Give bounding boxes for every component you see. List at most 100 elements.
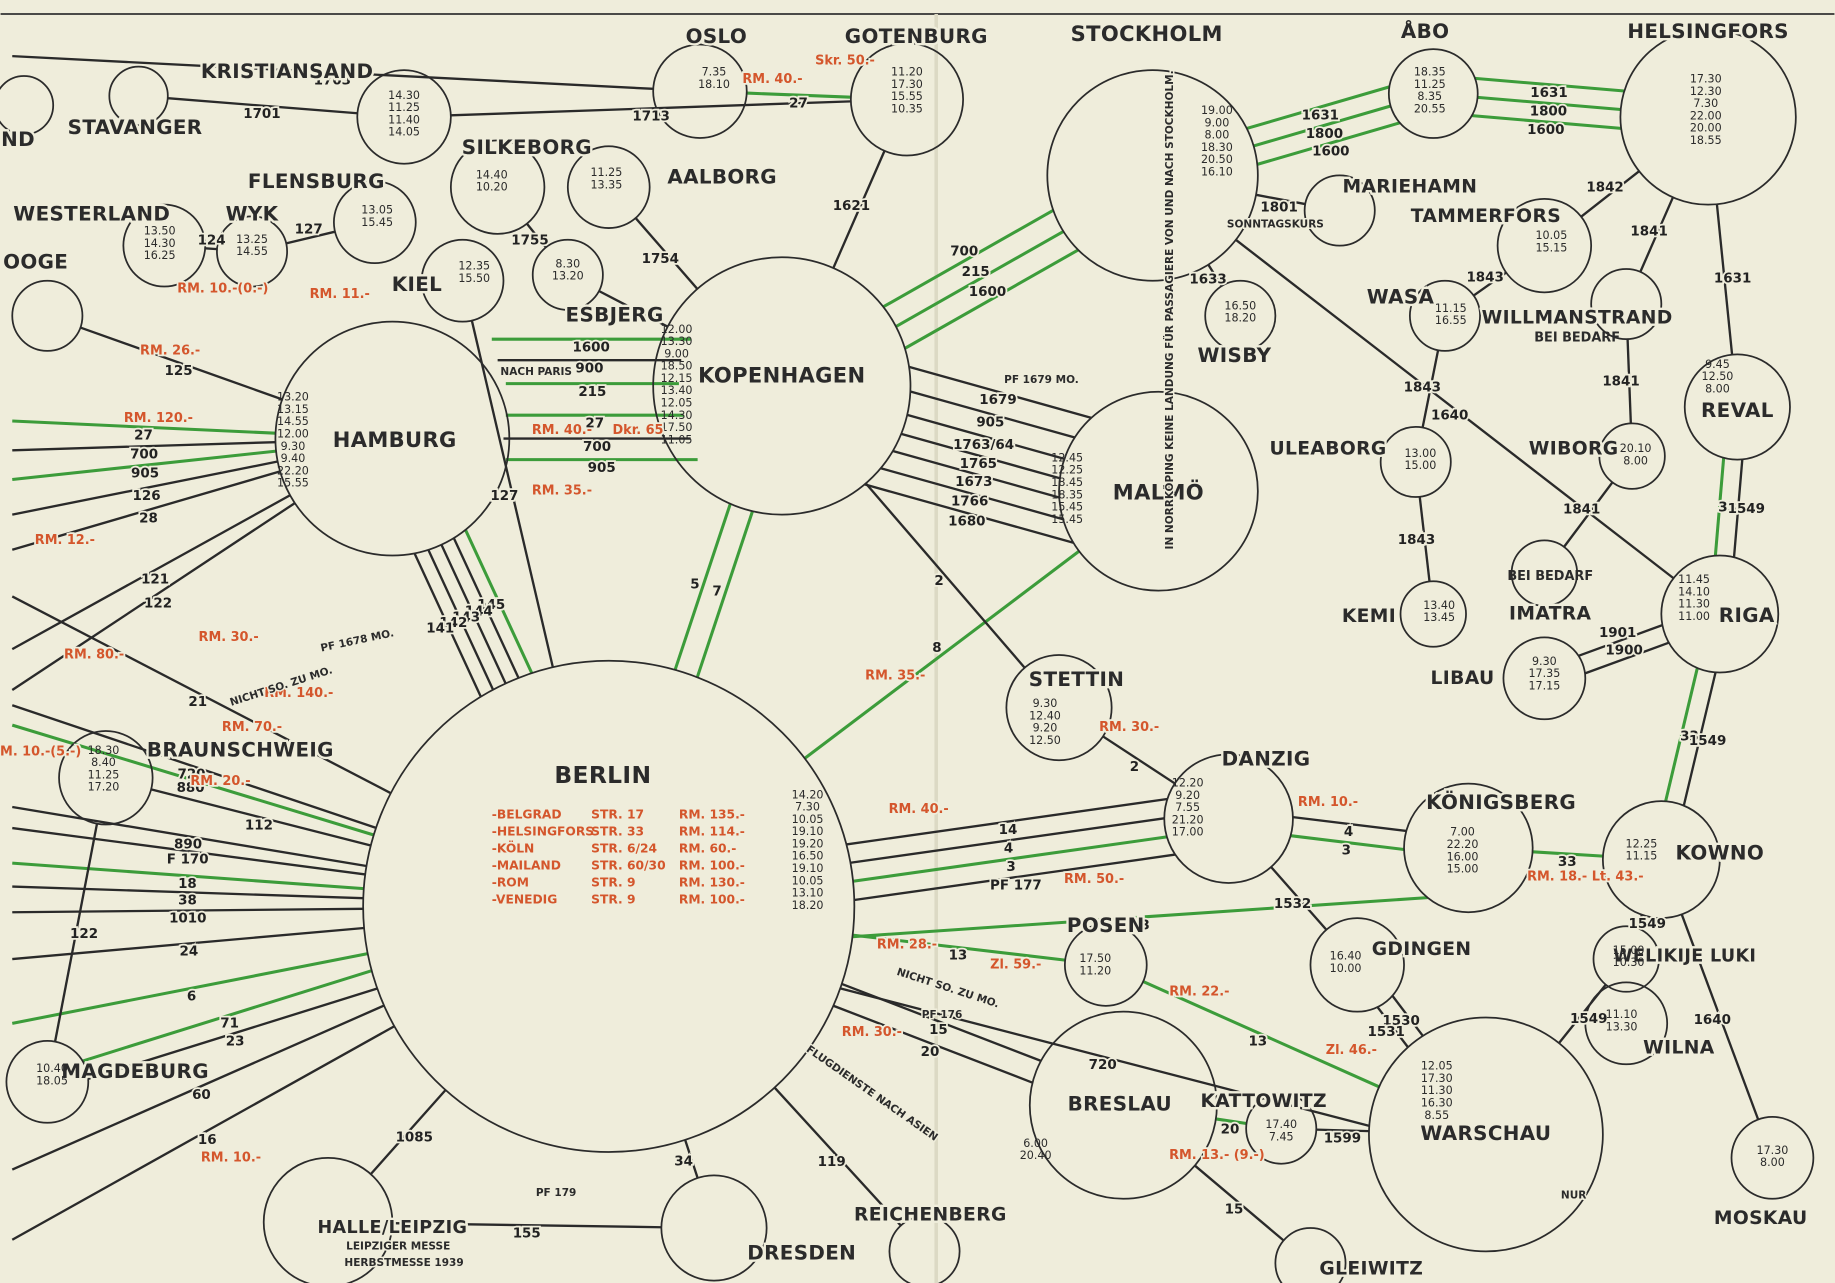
route-number: 1640 (1694, 1013, 1731, 1028)
departure-time: 15.45 (1051, 513, 1083, 526)
departure-time: 17.30 (1421, 1072, 1453, 1085)
departure-time: 15.55 (891, 90, 923, 103)
departure-time: 15.00 (1613, 944, 1645, 957)
city-name: REVAL (1701, 399, 1774, 422)
departure-time: 15.15 (1535, 242, 1567, 255)
departure-time: 12.25 (1626, 837, 1658, 850)
city-name: REICHENBERG (854, 1205, 1007, 1226)
city-name: WILLMANSTRAND (1482, 308, 1673, 329)
route-number: 1801 (1260, 200, 1297, 215)
departure-time: 21.20 (1172, 813, 1204, 826)
departure-time: 17.20 (88, 781, 120, 794)
route-number: 1680 (948, 514, 985, 529)
departure-time: 13.50 (144, 225, 176, 238)
map-note: NACH PARIS (500, 366, 572, 378)
route-number: 1842 (1586, 180, 1623, 195)
departure-time: 11.45 (1678, 573, 1710, 586)
fare-label: RM. 10.- (1298, 795, 1358, 810)
departure-time: 11.25 (1414, 78, 1446, 91)
route-number: 1763/64 (953, 438, 1014, 453)
departure-time: 11.15 (1626, 850, 1658, 863)
map-note: SONNTAGSKURS (1227, 219, 1324, 231)
departure-time: 11.40 (388, 113, 420, 126)
route-number: 900 (575, 361, 603, 376)
route-number: 1600 (1312, 144, 1349, 159)
fare-table-cell: STR. 60/30 (591, 859, 665, 873)
route-number: 24 (180, 945, 199, 960)
route-number: 1640 (1431, 409, 1468, 424)
departure-time: 13.25 (236, 233, 268, 246)
departure-time: 20.40 (1020, 1149, 1052, 1162)
departure-time: 12.35 (458, 260, 490, 273)
departure-time: 9.20 (1033, 722, 1058, 735)
departure-time: 13.15 (277, 403, 309, 416)
route-number: 21 (188, 695, 207, 710)
route-number: 60 (192, 1088, 211, 1103)
route-number: 4 (1344, 825, 1353, 840)
departure-time: 17.35 (1528, 667, 1560, 680)
city-name: KOPENHAGEN (698, 363, 865, 388)
city-name: MAGDEBURG (61, 1060, 209, 1083)
departure-time: 22.20 (277, 464, 309, 477)
fare-label: RM. 20.- (190, 774, 250, 789)
departure-time: 12.50 (1702, 370, 1734, 383)
route-number: 905 (976, 415, 1004, 430)
fare-label: RM. 30.- (199, 630, 259, 645)
departure-time: 17.40 (1265, 1118, 1297, 1131)
departure-time: 17.30 (891, 78, 923, 91)
map-note: LEIPZIGER MESSE (346, 1241, 450, 1253)
departure-time: 8.00 (1760, 1156, 1785, 1169)
city-name: KÖNIGSBERG (1426, 790, 1576, 814)
fare-table-cell: STR. 33 (591, 825, 644, 839)
route-number: 34 (674, 1154, 693, 1169)
route-number: 215 (962, 265, 990, 280)
departure-time: 7.30 (1693, 97, 1718, 110)
departure-time: 13.30 (1606, 1020, 1638, 1033)
departure-time: 15.45 (1051, 501, 1083, 514)
departure-time: 16.50 (1224, 299, 1256, 312)
fare-label: RM. 10.-(0.-) (177, 281, 268, 296)
fare-label: RM. 80.- (64, 647, 124, 662)
city-name: POSEN (1067, 914, 1145, 937)
route-number: 7 (712, 585, 721, 600)
city-name: WYK (226, 203, 279, 226)
departure-time: 10.40 (36, 1062, 68, 1075)
departure-time: 13.40 (1423, 599, 1455, 612)
route-number: 1532 (1274, 897, 1311, 912)
route-number: 122 (144, 596, 172, 611)
route-number: 215 (578, 385, 606, 400)
departure-time: 19.00 (1201, 104, 1233, 117)
departure-time: 15.00 (1447, 863, 1479, 876)
departure-time: 8.30 (555, 257, 580, 270)
fare-label: Zl. 59.- (990, 957, 1041, 972)
route-number: PF 177 (990, 878, 1042, 893)
route-number: 127 (490, 489, 518, 504)
map-note: NUR (1561, 1189, 1586, 1201)
departure-time: 13.45 (1423, 611, 1455, 624)
departure-time: 12.00 (277, 427, 309, 440)
departure-time: 9.40 (281, 452, 306, 465)
city-name: DRESDEN (747, 1241, 856, 1264)
route-number: 4 (1004, 842, 1013, 857)
route-number: 8 (932, 641, 941, 656)
departure-time: 12.15 (661, 372, 693, 385)
route-number: 33 (1558, 855, 1577, 870)
fare-label: RM. 12.- (35, 533, 95, 548)
route-number: 1901 (1599, 626, 1636, 641)
city-name: ULEABORG (1269, 439, 1386, 460)
departure-time: 19.10 (792, 862, 824, 875)
route-number: 1085 (396, 1130, 433, 1145)
fare-label: RM. 40.- (889, 802, 949, 817)
route-number: 1841 (1630, 224, 1667, 239)
departure-time: 14.10 (1678, 585, 1710, 598)
departure-time: 12.05 (1421, 1060, 1453, 1073)
city-name: LIBAU (1431, 668, 1495, 689)
route-number: 121 (141, 572, 169, 587)
route-number: 3 (1006, 860, 1015, 875)
city-name: BRESLAU (1068, 1093, 1172, 1116)
fare-label: RM. 22.- (1169, 984, 1229, 999)
city-name: KOWNO (1676, 841, 1765, 864)
route-number: 1600 (969, 285, 1006, 300)
departure-time: 6.00 (1023, 1137, 1048, 1150)
route-number: 700 (130, 447, 158, 462)
